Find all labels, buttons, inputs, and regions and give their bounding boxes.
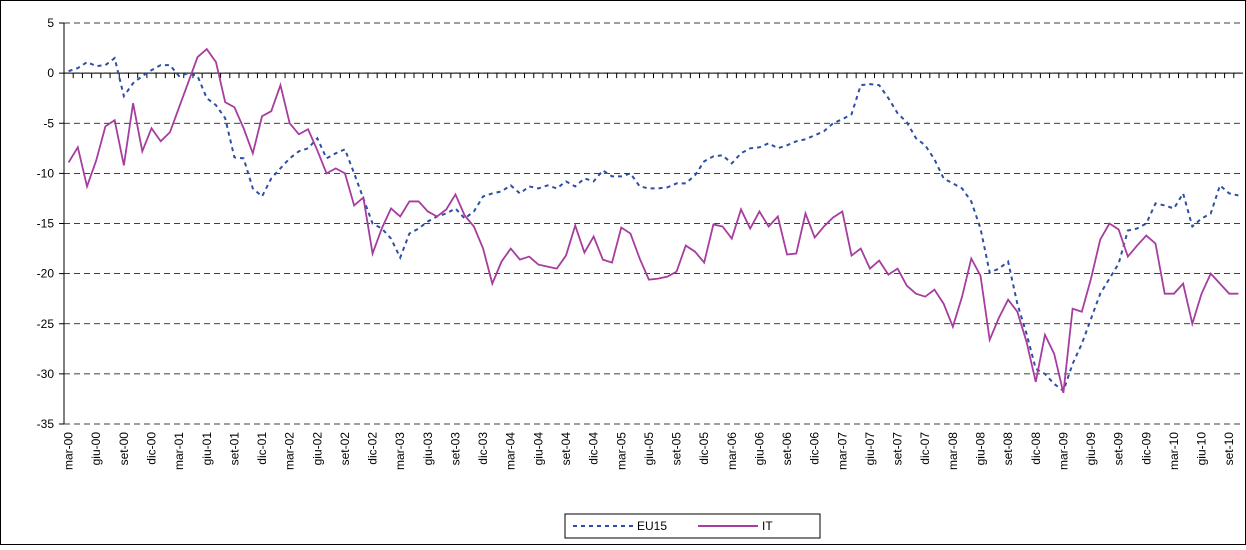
x-tick-label: set-04 xyxy=(559,432,573,466)
x-tick-label: mar-05 xyxy=(614,432,628,470)
x-tick-label: mar-10 xyxy=(1167,432,1181,470)
y-tick-label: -15 xyxy=(37,217,55,231)
y-tick-label: -10 xyxy=(37,166,55,180)
x-tick-label: mar-09 xyxy=(1056,432,1070,470)
x-tick-label: set-03 xyxy=(448,432,462,466)
x-tick-label: mar-03 xyxy=(393,432,407,470)
x-tick-label: set-08 xyxy=(1001,432,1015,466)
x-tick-label: set-01 xyxy=(227,432,241,466)
x-tick-label: set-07 xyxy=(891,432,905,466)
series-line xyxy=(68,56,1239,393)
x-tick-label: mar-00 xyxy=(62,432,76,470)
legend-label: IT xyxy=(762,519,773,533)
x-tick-label: giu-01 xyxy=(200,432,214,466)
x-tick-label: giu-02 xyxy=(310,432,324,466)
x-tick-label: dic-08 xyxy=(1029,432,1043,465)
y-tick-label: -35 xyxy=(37,417,55,431)
series-line xyxy=(67,47,1239,394)
x-tick-label: dic-00 xyxy=(145,432,159,465)
x-tick-label: dic-02 xyxy=(366,432,380,465)
x-tick-label: dic-06 xyxy=(808,432,822,465)
y-tick-label: 0 xyxy=(47,66,54,80)
y-tick-label: -30 xyxy=(37,367,55,381)
legend-box xyxy=(564,513,821,539)
x-tick-label: set-10 xyxy=(1222,432,1236,466)
x-tick-label: mar-08 xyxy=(946,432,960,470)
x-tick-label: set-09 xyxy=(1112,432,1126,466)
x-tick-label: mar-02 xyxy=(283,432,297,470)
x-tick-label: set-00 xyxy=(117,432,131,466)
x-tick-label: giu-04 xyxy=(531,432,545,466)
y-tick-label: 5 xyxy=(47,16,54,30)
y-tick-label: -5 xyxy=(43,116,54,130)
x-tick-label: set-02 xyxy=(338,432,352,466)
x-tick-label: set-05 xyxy=(670,432,684,466)
x-tick-label: dic-03 xyxy=(476,432,490,465)
x-tick-label: giu-00 xyxy=(89,432,103,466)
x-tick-label: mar-07 xyxy=(835,432,849,470)
x-tick-label: giu-09 xyxy=(1084,432,1098,466)
x-tick-label: dic-01 xyxy=(255,432,269,465)
y-tick-label: -20 xyxy=(37,267,55,281)
x-tick-label: dic-04 xyxy=(587,432,601,465)
x-tick-label: mar-06 xyxy=(725,432,739,470)
x-tick-label: mar-04 xyxy=(504,432,518,470)
x-tick-label: set-06 xyxy=(780,432,794,466)
x-tick-label: dic-05 xyxy=(697,432,711,465)
x-tick-label: giu-07 xyxy=(863,432,877,466)
x-tick-label: giu-06 xyxy=(752,432,766,466)
y-tick-label: -25 xyxy=(37,317,55,331)
x-tick-label: giu-10 xyxy=(1195,432,1209,466)
x-tick-label: giu-03 xyxy=(421,432,435,466)
x-tick-label: giu-08 xyxy=(973,432,987,466)
x-tick-label: dic-09 xyxy=(1139,432,1153,465)
legend-label: EU15 xyxy=(637,519,667,533)
x-tick-label: mar-01 xyxy=(172,432,186,470)
x-tick-label: dic-07 xyxy=(918,432,932,465)
x-tick-label: giu-05 xyxy=(642,432,656,466)
